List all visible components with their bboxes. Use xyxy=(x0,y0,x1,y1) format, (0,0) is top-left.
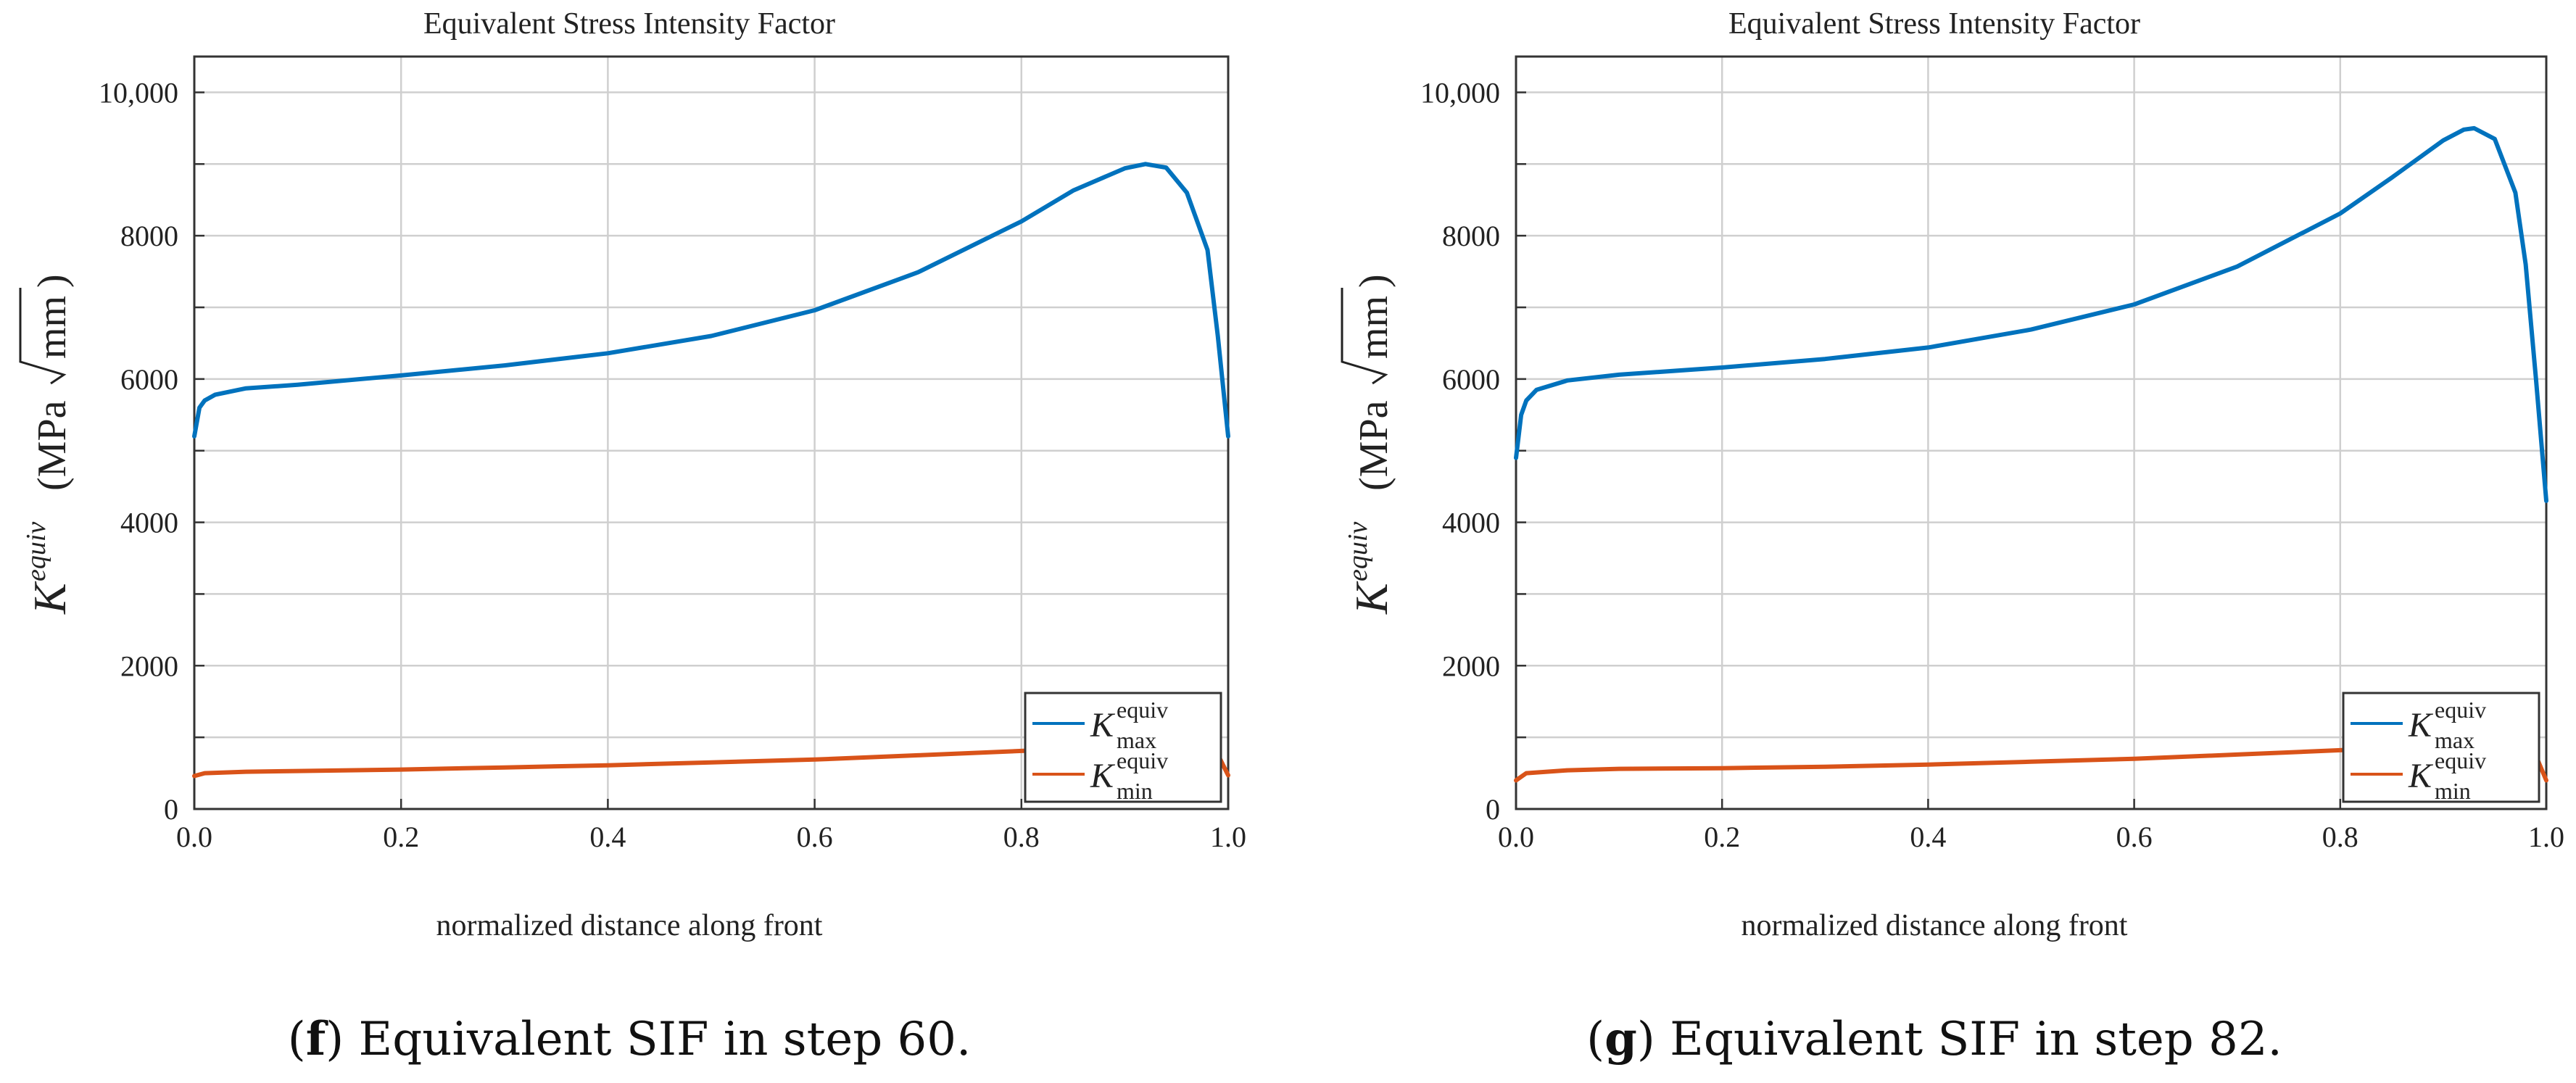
figure-caption: (f) Equivalent SIF in step 60. xyxy=(288,1012,972,1066)
legend-label-superscript: equiv xyxy=(1117,697,1168,723)
series-line-max xyxy=(192,162,1230,439)
x-tick-label: 0.6 xyxy=(797,821,833,853)
y-axis-label-units-prefix: (MPa xyxy=(30,400,75,491)
y-tick-label: 4000 xyxy=(120,507,178,539)
y-tick-label: 0 xyxy=(164,793,178,826)
x-axis-label: normalized distance along front xyxy=(1742,909,2128,942)
x-tick-label: 1.0 xyxy=(1210,821,1246,853)
y-axis-label-superscript: equiv xyxy=(1343,522,1373,581)
chart-panel-f: 0.0 0.2 0.4 0.6 0.8 1.0 0 2000 4000 6000 8000 10,00… xyxy=(19,7,1246,1066)
caption-text: Equivalent SIF in step 82. xyxy=(1655,1013,2282,1066)
caption-text: Equivalent SIF in step 60. xyxy=(344,1013,971,1066)
legend-label-subscript: max xyxy=(2435,727,2474,753)
legend-box xyxy=(1024,692,1222,803)
x-tick-label: 0.0 xyxy=(176,821,212,853)
plot-area xyxy=(194,57,1228,809)
y-tick-label: 4000 xyxy=(1442,507,1500,539)
x-axis-label: normalized distance along front xyxy=(436,909,823,942)
y-tick-label: 6000 xyxy=(120,363,178,396)
y-axis-label-symbol: K xyxy=(1346,581,1397,615)
y-tick-label: 2000 xyxy=(120,650,178,682)
caption-panel-label: g xyxy=(1604,1012,1637,1066)
legend-label-superscript: equiv xyxy=(2435,697,2486,723)
caption-panel-label: f xyxy=(306,1012,328,1066)
caption-open-paren: ( xyxy=(288,1013,306,1066)
legend-label-main: K xyxy=(2408,757,2434,795)
y-axis-label-radical xyxy=(1341,288,1388,385)
chart-panel-g: 0.0 0.2 0.4 0.6 0.8 1.0 0 2000 4000 6000 8000 10,00… xyxy=(1341,7,2564,1066)
x-tick-label: 0.8 xyxy=(1003,821,1040,853)
x-tick-label: 0.2 xyxy=(383,821,419,853)
plot-area xyxy=(1516,57,2546,809)
caption-open-paren: ( xyxy=(1586,1013,1604,1066)
x-tick-label: 0.2 xyxy=(1704,821,1740,853)
figure-caption: (g) Equivalent SIF in step 82. xyxy=(1586,1012,2282,1066)
legend-label-subscript: min xyxy=(2435,778,2471,804)
y-axis-label-units-radicand: mm xyxy=(1351,296,1396,359)
y-tick-label: 10,000 xyxy=(99,76,178,109)
y-axis-label-units-prefix: (MPa xyxy=(1351,400,1396,491)
series-line-max xyxy=(1514,125,2548,503)
y-axis-label-radical xyxy=(19,288,67,385)
y-tick-label: 0 xyxy=(1486,793,1500,826)
legend-label-superscript: equiv xyxy=(1117,747,1168,773)
legend-label-main: K xyxy=(1090,757,1116,795)
y-tick-label: 6000 xyxy=(1442,363,1500,396)
y-tick-label: 8000 xyxy=(1442,220,1500,252)
y-tick-label: 8000 xyxy=(120,220,178,252)
y-axis-label-symbol: K xyxy=(24,581,75,615)
x-tick-label: 0.6 xyxy=(2116,821,2153,853)
legend-label-subscript: min xyxy=(1117,778,1153,804)
legend-label-superscript: equiv xyxy=(2435,747,2486,773)
y-axis-label-superscript: equiv xyxy=(21,522,51,581)
legend-label-main: K xyxy=(1090,706,1116,744)
legend-label-subscript: max xyxy=(1117,727,1156,753)
y-axis-label-units-suffix: ) xyxy=(1351,274,1396,288)
x-tick-label: 0.0 xyxy=(1498,821,1534,853)
y-axis-label-units-suffix: ) xyxy=(30,274,75,288)
legend-label-main: K xyxy=(2408,706,2434,744)
legend-box xyxy=(2342,692,2540,803)
x-tick-label: 0.4 xyxy=(589,821,626,853)
chart-title: Equivalent Stress Intensity Factor xyxy=(1728,7,2140,41)
x-tick-label: 0.4 xyxy=(1910,821,1946,853)
chart-title: Equivalent Stress Intensity Factor xyxy=(423,7,835,41)
y-tick-label: 2000 xyxy=(1442,650,1500,682)
y-tick-label: 10,000 xyxy=(1420,76,1500,109)
x-tick-label: 1.0 xyxy=(2528,821,2564,853)
caption-close-paren: ) xyxy=(326,1013,344,1066)
y-axis-label-units-radicand: mm xyxy=(30,296,75,359)
x-tick-label: 0.8 xyxy=(2322,821,2358,853)
axes-frame xyxy=(1515,55,2548,810)
caption-close-paren: ) xyxy=(1637,1013,1655,1066)
